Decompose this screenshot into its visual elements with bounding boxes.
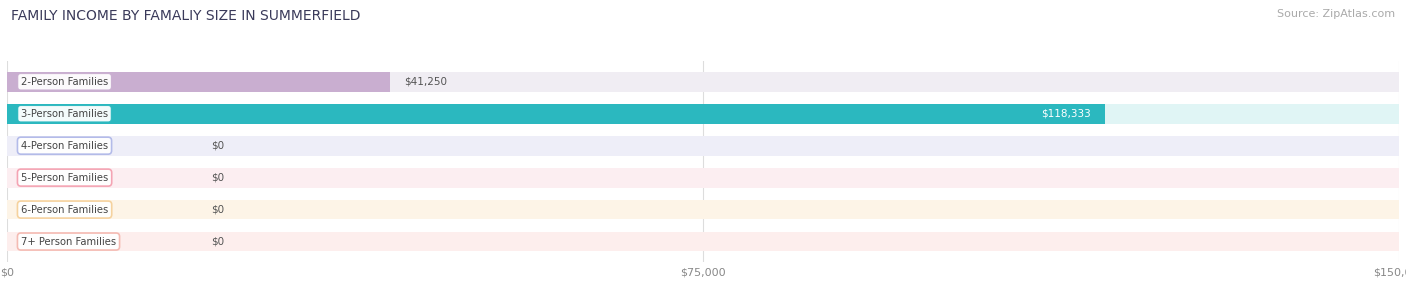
Text: 6-Person Families: 6-Person Families [21, 205, 108, 215]
Text: $0: $0 [211, 205, 225, 215]
Bar [7, 231, 1399, 251]
Bar [7, 72, 1399, 92]
Text: 3-Person Families: 3-Person Families [21, 109, 108, 119]
Bar [7, 200, 1399, 220]
Text: $0: $0 [211, 237, 225, 246]
Bar [7, 168, 1399, 188]
Text: FAMILY INCOME BY FAMALIY SIZE IN SUMMERFIELD: FAMILY INCOME BY FAMALIY SIZE IN SUMMERF… [11, 9, 361, 23]
Text: $0: $0 [211, 141, 225, 151]
Bar [7, 104, 1105, 124]
Bar [7, 136, 1399, 156]
Text: 7+ Person Families: 7+ Person Families [21, 237, 117, 246]
Text: 4-Person Families: 4-Person Families [21, 141, 108, 151]
Bar [7, 72, 389, 92]
Text: Source: ZipAtlas.com: Source: ZipAtlas.com [1277, 9, 1395, 19]
Text: $118,333: $118,333 [1042, 109, 1091, 119]
Text: 2-Person Families: 2-Person Families [21, 77, 108, 87]
Bar [7, 104, 1399, 124]
Text: 5-Person Families: 5-Person Families [21, 173, 108, 183]
Text: $41,250: $41,250 [404, 77, 447, 87]
Text: $0: $0 [211, 173, 225, 183]
